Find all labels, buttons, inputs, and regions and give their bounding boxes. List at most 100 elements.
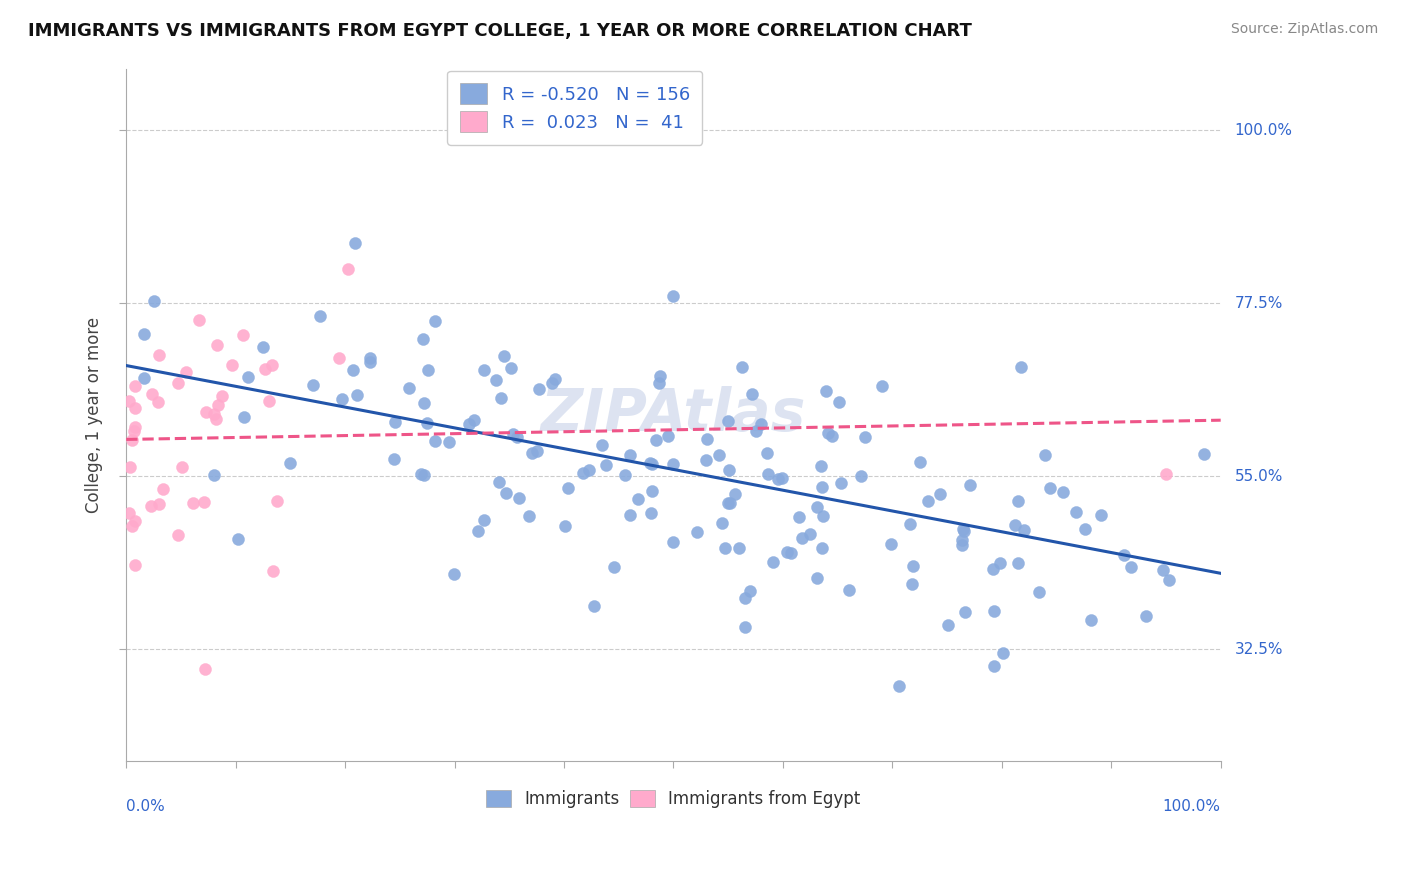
Point [1194, 447, 1216, 461]
Point [953, 606, 976, 620]
Point [741, 386, 763, 401]
Point [1154, 467, 1177, 482]
Point [821, 429, 844, 443]
Text: 100.0%: 100.0% [1234, 122, 1292, 137]
Point [118, 393, 141, 408]
Point [830, 475, 852, 490]
Point [799, 526, 821, 541]
Point [233, 410, 256, 425]
Point [657, 428, 679, 442]
Point [499, 360, 522, 375]
Point [1004, 517, 1026, 532]
Point [696, 432, 718, 446]
Point [717, 415, 740, 429]
Point [928, 486, 950, 500]
Point [838, 582, 860, 597]
Point [614, 468, 637, 483]
Point [707, 448, 730, 462]
Point [779, 546, 801, 560]
Point [207, 398, 229, 412]
Point [950, 538, 973, 552]
Point [806, 500, 828, 514]
Point [526, 444, 548, 458]
Y-axis label: College, 1 year or more: College, 1 year or more [86, 317, 103, 513]
Point [207, 338, 229, 352]
Point [640, 484, 662, 499]
Point [827, 395, 849, 409]
Point [278, 456, 301, 470]
Text: 100.0%: 100.0% [1163, 799, 1220, 814]
Point [472, 363, 495, 377]
Point [257, 394, 280, 409]
Point [485, 373, 508, 387]
Point [416, 363, 439, 377]
Point [183, 496, 205, 510]
Text: Source: ZipAtlas.com: Source: ZipAtlas.com [1230, 22, 1378, 37]
Point [903, 559, 925, 574]
Point [619, 448, 641, 462]
Point [1080, 613, 1102, 627]
Point [143, 293, 166, 308]
Point [332, 392, 354, 406]
Point [686, 525, 709, 540]
Text: 0.0%: 0.0% [127, 799, 165, 814]
Point [762, 555, 785, 569]
Point [991, 646, 1014, 660]
Point [1035, 448, 1057, 462]
Point [644, 433, 666, 447]
Point [1135, 609, 1157, 624]
Point [529, 382, 551, 396]
Point [472, 513, 495, 527]
Text: 55.0%: 55.0% [1234, 469, 1282, 483]
Point [359, 355, 381, 369]
Point [508, 491, 530, 505]
Point [262, 358, 284, 372]
Point [489, 391, 512, 405]
Point [602, 560, 624, 574]
Point [359, 351, 381, 365]
Point [853, 430, 876, 444]
Point [443, 566, 465, 581]
Point [749, 417, 772, 431]
Point [583, 599, 606, 614]
Point [766, 472, 789, 486]
Point [811, 508, 834, 523]
Point [811, 541, 834, 556]
Point [952, 522, 974, 536]
Point [124, 401, 146, 415]
Point [252, 341, 274, 355]
Text: 32.5%: 32.5% [1234, 642, 1284, 657]
Point [714, 541, 737, 556]
Point [170, 459, 193, 474]
Point [724, 487, 747, 501]
Point [870, 378, 893, 392]
Text: 77.5%: 77.5% [1234, 296, 1282, 310]
Point [591, 438, 613, 452]
Point [662, 457, 685, 471]
Point [1012, 523, 1035, 537]
Point [328, 351, 350, 365]
Point [953, 524, 976, 538]
Point [141, 387, 163, 401]
Point [557, 481, 579, 495]
Point [413, 396, 436, 410]
Point [745, 424, 768, 438]
Point [887, 679, 910, 693]
Point [981, 562, 1004, 576]
Point [148, 497, 170, 511]
Point [578, 463, 600, 477]
Point [711, 516, 734, 530]
Point [122, 424, 145, 438]
Point [901, 576, 924, 591]
Point [344, 235, 367, 250]
Point [815, 384, 838, 398]
Point [211, 389, 233, 403]
Point [1119, 560, 1142, 574]
Point [640, 457, 662, 471]
Point [382, 452, 405, 467]
Point [1007, 494, 1029, 508]
Point [648, 369, 671, 384]
Point [540, 376, 562, 391]
Point [520, 446, 543, 460]
Point [253, 362, 276, 376]
